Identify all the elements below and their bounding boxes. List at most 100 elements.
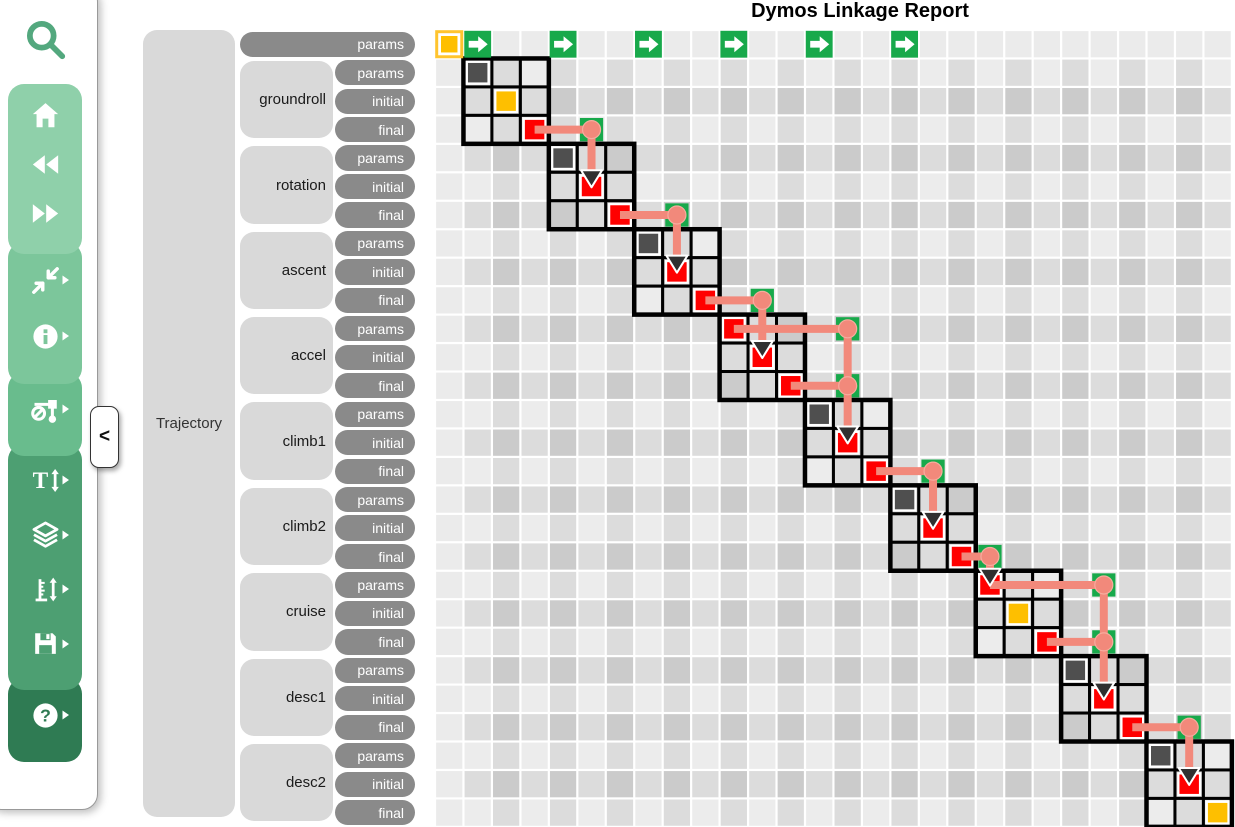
collapse-depth-button[interactable] xyxy=(21,262,69,298)
save-button[interactable] xyxy=(21,626,69,662)
linkage-elbow-dot xyxy=(752,290,772,310)
toolbar-section-5: ? xyxy=(8,678,82,762)
linkage-arrowhead xyxy=(1092,681,1116,701)
phase-label-accel[interactable]: accel xyxy=(240,317,333,395)
pill-rotation-params[interactable]: params xyxy=(335,145,415,171)
phase-block-climb1[interactable] xyxy=(802,397,893,488)
linkage-elbow-dot xyxy=(923,461,943,481)
pill-climb2-initial[interactable]: initial xyxy=(335,515,415,541)
pill-climb2-params[interactable]: params xyxy=(335,486,415,513)
collapse-panel-tab[interactable]: < xyxy=(90,406,119,468)
phase-label-desc2[interactable]: desc2 xyxy=(240,744,333,822)
cell-climb2-params xyxy=(892,487,917,512)
text-height-icon: T xyxy=(32,468,59,494)
pill-rotation-initial[interactable]: initial xyxy=(335,173,415,200)
pill-ascent-initial[interactable]: initial xyxy=(335,259,415,285)
pill-climb1-final[interactable]: final xyxy=(335,458,415,484)
pill-cruise-params[interactable]: params xyxy=(335,572,415,598)
home-button[interactable] xyxy=(21,97,69,133)
page-title: Dymos Linkage Report xyxy=(751,0,969,22)
forward-button[interactable] xyxy=(21,195,69,231)
phase-label-groundroll[interactable]: groundroll xyxy=(240,60,333,139)
pill-groundroll-final[interactable]: final xyxy=(335,116,415,143)
pill-groundroll-params[interactable]: params xyxy=(335,60,415,86)
trajectory-box[interactable]: Trajectory xyxy=(143,30,235,817)
layers-button[interactable] xyxy=(21,517,69,553)
phase-block-groundroll[interactable] xyxy=(461,56,552,147)
pill-climb1-params[interactable]: params xyxy=(335,401,415,427)
phase-label-climb1[interactable]: climb1 xyxy=(240,402,333,480)
pill-climb2-final[interactable]: final xyxy=(335,543,415,570)
model-height-icon xyxy=(35,577,57,601)
info-icon xyxy=(32,323,58,349)
linkage-elbow-dot xyxy=(980,546,1000,567)
cell-ascent-params xyxy=(636,231,661,256)
linkage-arrowhead xyxy=(978,567,1002,587)
linkage-arrowhead xyxy=(580,169,604,189)
linkage-elbow-dot xyxy=(1094,632,1114,652)
back-button[interactable] xyxy=(21,146,69,182)
cell-cruise-initial xyxy=(1006,601,1031,626)
pill-accel-params[interactable]: params xyxy=(335,316,415,342)
linkage-elbow-dot xyxy=(667,205,687,225)
pill-desc1-initial[interactable]: initial xyxy=(335,686,415,712)
search-button[interactable] xyxy=(16,12,74,70)
linkage-elbow-dot xyxy=(838,376,858,396)
hide-connections-button[interactable] xyxy=(21,391,69,427)
phase-label-desc1[interactable]: desc1 xyxy=(240,658,333,736)
toolbar-section-2 xyxy=(8,242,82,384)
phase-label-cruise[interactable]: cruise xyxy=(240,573,333,651)
linkage-arrowhead xyxy=(1177,766,1201,786)
phase-name: ascent xyxy=(281,261,326,279)
pill-cruise-final[interactable]: final xyxy=(335,629,415,655)
pill-accel-initial[interactable]: initial xyxy=(335,344,415,370)
help-button[interactable]: ? xyxy=(21,697,69,733)
cell-desc2-final xyxy=(1205,800,1230,825)
info-button[interactable] xyxy=(21,318,69,354)
linkage-arrowhead xyxy=(665,254,689,274)
linkage-elbow-dot xyxy=(838,319,858,339)
linkage-elbow-dot xyxy=(1179,717,1199,737)
pill-ascent-params[interactable]: params xyxy=(335,230,415,257)
param-arrow-cell xyxy=(464,30,492,58)
svg-text:?: ? xyxy=(40,705,51,725)
trajectory-params-pill[interactable]: params xyxy=(240,31,415,57)
toolbar-section-3 xyxy=(8,372,82,456)
linkage-matrix[interactable] xyxy=(435,30,1235,827)
forward-icon xyxy=(32,203,58,223)
phase-label-climb2[interactable]: climb2 xyxy=(240,487,333,566)
save-icon xyxy=(34,633,56,654)
phase-block-climb2[interactable] xyxy=(888,483,978,573)
pill-desc2-params[interactable]: params xyxy=(335,743,415,769)
pill-climb1-initial[interactable]: initial xyxy=(335,430,415,456)
hide-connections-icon xyxy=(30,399,57,423)
phase-name: groundroll xyxy=(259,91,326,109)
param-arrow-cell xyxy=(805,30,833,58)
pill-accel-final[interactable]: final xyxy=(335,373,415,399)
pill-rotation-final[interactable]: final xyxy=(335,202,415,228)
trajectory-params-row[interactable] xyxy=(435,30,919,59)
phase-name: desc2 xyxy=(285,774,326,792)
phase-label-ascent[interactable]: ascent xyxy=(240,231,333,310)
cell-rotation-params xyxy=(551,146,575,170)
pill-ascent-final[interactable]: final xyxy=(335,287,415,313)
pill-desc2-final[interactable]: final xyxy=(335,800,415,826)
pill-desc1-params[interactable]: params xyxy=(335,657,415,683)
pill-groundroll-initial[interactable]: initial xyxy=(335,88,415,114)
cell-groundroll-initial xyxy=(494,89,519,114)
pill-desc2-initial[interactable]: initial xyxy=(335,771,415,797)
linkage-elbow-dot xyxy=(581,120,602,140)
phase-name: rotation xyxy=(275,176,326,194)
pill-desc1-final[interactable]: final xyxy=(335,714,415,740)
svg-text:T: T xyxy=(32,468,48,494)
model-height-button[interactable] xyxy=(21,571,69,607)
help-icon: ? xyxy=(32,702,58,728)
phase-label-rotation[interactable]: rotation xyxy=(240,146,333,224)
cell-desc2-params xyxy=(1148,743,1173,768)
linkage-elbow-dot xyxy=(1094,575,1114,595)
text-height-button[interactable]: T xyxy=(21,462,69,498)
pill-cruise-initial[interactable]: initial xyxy=(335,600,415,627)
param-arrow-cell xyxy=(635,30,662,58)
phase-name: accel xyxy=(290,347,326,365)
